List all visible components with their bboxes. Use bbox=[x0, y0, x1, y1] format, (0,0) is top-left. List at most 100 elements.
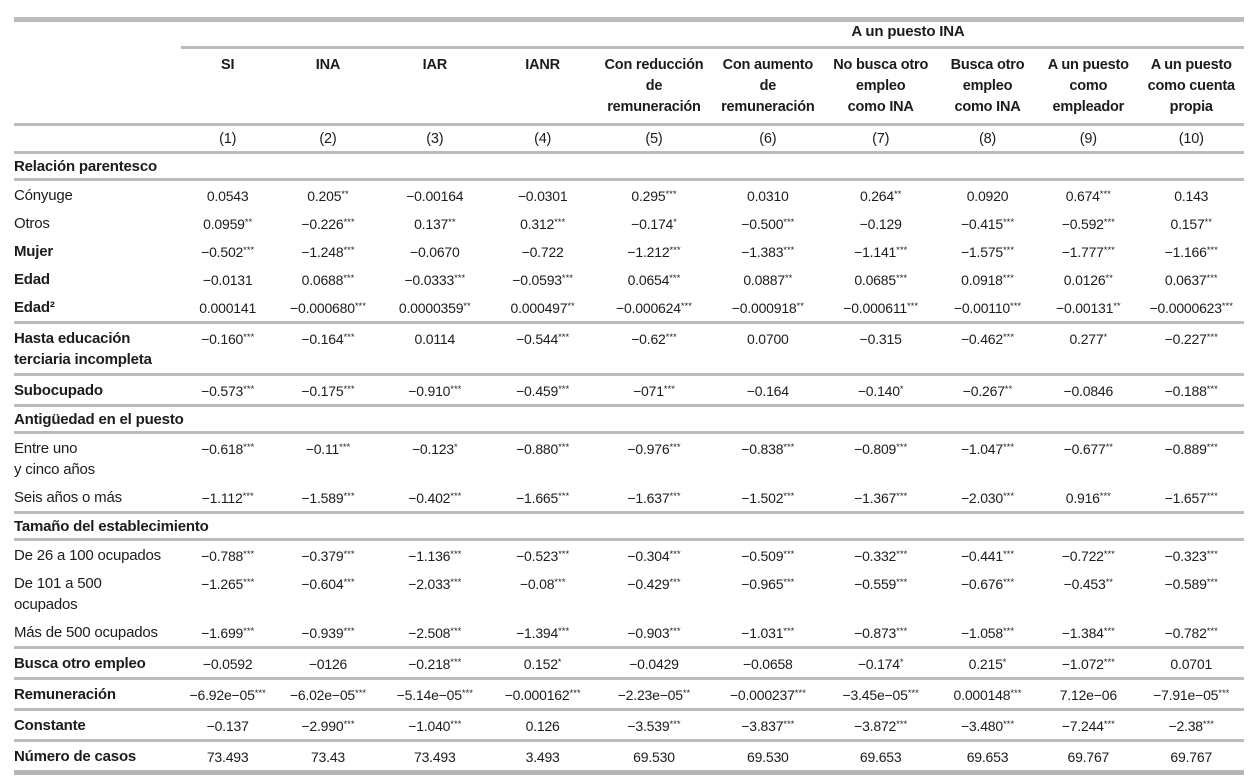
cell-value: −1.699*** bbox=[180, 618, 275, 649]
cell-value: −2.030*** bbox=[936, 483, 1039, 514]
cell-value: 0.157** bbox=[1170, 216, 1212, 232]
cell-value: 0.0688*** bbox=[301, 272, 355, 288]
cell-value: −1.665*** bbox=[488, 483, 597, 514]
cell-value: 0.0310 bbox=[747, 188, 789, 204]
cell-value: −0.677** bbox=[1063, 441, 1114, 457]
cell-value: 0.205** bbox=[307, 188, 349, 204]
cell-value: −1.384*** bbox=[1038, 618, 1139, 649]
cell-value: −1.383*** bbox=[741, 244, 795, 260]
row-label: Mujer bbox=[14, 243, 54, 260]
cell-value: −6.92e−05*** bbox=[180, 678, 275, 711]
cell-value: −5.14e−05*** bbox=[381, 678, 489, 711]
cell-value: 69.767 bbox=[1138, 740, 1244, 775]
cell-value: −3.539*** bbox=[596, 709, 712, 742]
cell-value: −0.910*** bbox=[381, 374, 489, 407]
cell-value: 0.0654*** bbox=[627, 272, 681, 288]
section-row: Antigüedad en el puesto bbox=[14, 405, 1244, 434]
cell-value: 0.0637*** bbox=[1164, 272, 1218, 288]
cell-value: 0.143 bbox=[1174, 188, 1209, 204]
cell-value: −0.559*** bbox=[854, 576, 908, 592]
spanner-spacer bbox=[14, 22, 181, 48]
cell-value: −1.502*** bbox=[711, 483, 825, 514]
column-number-9: (9) bbox=[1038, 124, 1139, 154]
cell-value: −0.523*** bbox=[516, 548, 570, 564]
column-number-7: (7) bbox=[824, 124, 937, 154]
cell-value: −0.332*** bbox=[854, 548, 908, 564]
row-label: De 101 a 500 ocupados bbox=[14, 575, 102, 613]
row-label: Seis años o más bbox=[14, 483, 181, 514]
cell-value: −6.02e−05*** bbox=[274, 678, 382, 711]
cell-value: −0.000237*** bbox=[711, 678, 825, 711]
cell-value: −0.164*** bbox=[274, 322, 382, 376]
table-row: De 101 a 500 ocupados −1.265*** −0.604*** −2… bbox=[14, 569, 1244, 618]
cell-value: −2.38*** bbox=[1138, 709, 1244, 742]
cell-value: −0.402*** bbox=[381, 483, 489, 514]
cell-value: −0.218*** bbox=[381, 647, 489, 680]
cell-value: −0.618*** bbox=[201, 441, 255, 457]
cell-value: −0.175*** bbox=[274, 374, 382, 407]
cell-value: 0.137** bbox=[414, 216, 456, 232]
column-number-8: (8) bbox=[936, 124, 1039, 154]
table-top-rule bbox=[14, 17, 1244, 22]
cell-value: −0126 bbox=[274, 647, 382, 680]
cell-value: −0.500*** bbox=[741, 216, 795, 232]
cell-value: −1.367*** bbox=[824, 483, 937, 514]
cell-value: −0.965*** bbox=[741, 576, 795, 592]
cell-value: −0.00164 bbox=[406, 188, 464, 204]
cell-value: −7.244*** bbox=[1038, 709, 1139, 742]
cell-value: −0.0846 bbox=[1038, 374, 1139, 407]
cell-value: −0.188*** bbox=[1138, 374, 1244, 407]
cell-value: −0.462*** bbox=[936, 322, 1039, 376]
cell-value: 0.000497** bbox=[488, 293, 597, 324]
cell-value: −1.166*** bbox=[1164, 244, 1218, 260]
cell-value: −0.174* bbox=[824, 647, 937, 680]
cell-value: −0.0000623*** bbox=[1138, 293, 1244, 324]
cell-value: 69.767 bbox=[1038, 740, 1139, 775]
row-label: Remuneración bbox=[14, 678, 181, 711]
cell-value: −1.394*** bbox=[488, 618, 597, 649]
cell-value: 69.653 bbox=[936, 740, 1039, 775]
cell-value: −3.837*** bbox=[711, 709, 825, 742]
table-row: Remuneración −6.92e−05*** −6.02e−05*** −5.1… bbox=[14, 678, 1244, 711]
cell-value: 0.152* bbox=[488, 647, 597, 680]
cell-value: 0.264** bbox=[859, 188, 902, 204]
cell-value: −0.441*** bbox=[960, 548, 1015, 564]
cell-value: 0.277* bbox=[1038, 322, 1139, 376]
cell-value: −3.872*** bbox=[824, 709, 937, 742]
row-label: Hasta educación terciaria incompleta bbox=[14, 322, 181, 376]
cell-value: −0.838*** bbox=[741, 441, 795, 457]
cell-value: −0.226*** bbox=[301, 216, 355, 232]
cell-value: −0.788*** bbox=[201, 548, 255, 564]
column-header-row: SI INA IAR IANR Con reducción de remuneración C… bbox=[14, 47, 1244, 126]
cell-value: −071*** bbox=[596, 374, 712, 407]
cell-value: 0.000141 bbox=[180, 293, 275, 324]
column-number-1: (1) bbox=[180, 124, 275, 154]
spanner-label: A un puesto INA bbox=[851, 23, 965, 40]
cell-value: −0.676*** bbox=[960, 576, 1015, 592]
cell-value: 0.0543 bbox=[206, 188, 249, 204]
cell-value: −0.544*** bbox=[488, 322, 597, 376]
cell-value: −0.0593*** bbox=[512, 272, 573, 288]
row-label: Constante bbox=[14, 709, 181, 742]
cell-value: −0.164 bbox=[711, 374, 825, 407]
cell-value: 0.916*** bbox=[1038, 483, 1139, 514]
row-label: Edad bbox=[14, 271, 50, 288]
row-label: Más de 500 ocupados bbox=[14, 618, 181, 649]
cell-value: −0.889*** bbox=[1164, 441, 1218, 457]
column-header-7: No busca otro empleo como INA bbox=[824, 47, 937, 126]
cell-value: 69.653 bbox=[824, 740, 937, 775]
cell-value: −0.0592 bbox=[180, 647, 275, 680]
column-header-8: Busca otro empleo como INA bbox=[936, 47, 1039, 126]
cell-value: 0.674*** bbox=[1065, 188, 1111, 204]
column-header-10: A un puesto como cuenta propia bbox=[1138, 47, 1244, 126]
cell-value: −1.637*** bbox=[596, 483, 712, 514]
cell-value: −0.267** bbox=[936, 374, 1039, 407]
row-label: Subocupado bbox=[14, 374, 181, 407]
cell-value: 0.312*** bbox=[520, 216, 566, 232]
section-header: Antigüedad en el puesto bbox=[14, 405, 1244, 434]
cell-value: −0.0429 bbox=[596, 647, 712, 680]
cell-value: −0.0333*** bbox=[404, 272, 466, 288]
table-row: Número de casos 73.493 73.43 73.493 3.493 69.… bbox=[14, 740, 1244, 775]
cell-value: −1.657*** bbox=[1138, 483, 1244, 514]
